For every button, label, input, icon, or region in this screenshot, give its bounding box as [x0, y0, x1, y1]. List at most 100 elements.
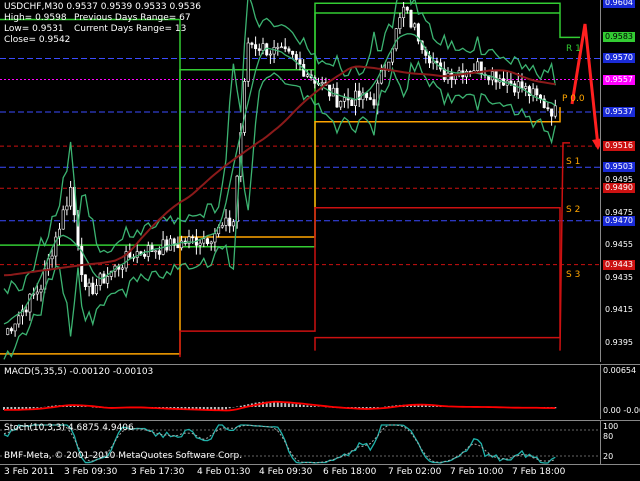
- candle-body: [280, 47, 282, 48]
- time-axis: 3 Feb 2011 3 Feb 09:30 3 Feb 17:30 4 Feb 01…: [0, 464, 640, 481]
- candle-body: [321, 82, 323, 83]
- candle-body: [536, 89, 538, 95]
- candle-body: [273, 47, 275, 54]
- time-tick-2: 3 Feb 17:30: [131, 467, 184, 478]
- macd-bar: [33, 407, 35, 408]
- forecast-arrowhead: [592, 138, 600, 150]
- macd-bar: [281, 403, 283, 407]
- candle-body: [299, 60, 301, 65]
- candle-body: [288, 49, 290, 51]
- price-tick-8: 0.9490: [603, 183, 635, 193]
- candle-body: [262, 44, 264, 51]
- candle-body: [343, 98, 345, 102]
- level-s3-label: S 3: [566, 270, 580, 280]
- macd-bar: [306, 405, 308, 407]
- candle-body: [476, 62, 478, 71]
- stoch-axis: 100 80 20: [600, 420, 640, 465]
- macd-bar: [277, 402, 279, 407]
- candle-body: [525, 86, 527, 88]
- candle-body: [229, 218, 231, 226]
- candle-body: [155, 251, 157, 252]
- candle-body: [62, 210, 64, 229]
- price-tick-3: 0.9557: [603, 75, 635, 85]
- candle-body: [166, 240, 168, 250]
- candle-body: [247, 43, 249, 81]
- candle-body: [254, 45, 256, 49]
- candle-body: [143, 254, 145, 256]
- macd-bar: [377, 407, 379, 408]
- price-tick-2: 0.9570: [603, 53, 635, 63]
- candle-body: [106, 276, 108, 283]
- candle-body: [66, 206, 68, 210]
- price-tick-0: 0.9604: [603, 0, 635, 8]
- candle-body: [399, 18, 401, 29]
- candle-body: [258, 49, 260, 51]
- moving-average-line: [4, 66, 555, 275]
- price-tick-15: 0.9395: [603, 338, 635, 348]
- macd-bar: [240, 406, 242, 407]
- candle-body: [277, 47, 279, 48]
- candle-body: [243, 81, 245, 132]
- candle-body: [92, 283, 94, 294]
- macd-signal-line: [4, 402, 555, 411]
- level-s1-label: S 1: [566, 157, 580, 167]
- candle-body: [554, 106, 556, 116]
- close-info: Close= 0.9542: [4, 35, 70, 46]
- macd-bar: [288, 403, 290, 407]
- price-tick-1: 0.9583: [603, 32, 635, 42]
- candle-body: [354, 91, 356, 106]
- candle-body: [532, 89, 534, 96]
- time-tick-6: 7 Feb 02:00: [388, 467, 441, 478]
- candle-body: [95, 285, 97, 293]
- candle-body: [414, 24, 416, 27]
- macd-pane[interactable]: MACD(5,35,5) -0.00120 -0.00103: [0, 364, 600, 419]
- candle-body: [406, 7, 408, 10]
- candle-body: [99, 274, 101, 285]
- time-tick-0: 3 Feb 2011: [4, 467, 54, 478]
- cur-range-info: Current Days Range= 13: [74, 24, 186, 35]
- candle-body: [121, 268, 123, 269]
- candle-body: [203, 239, 205, 243]
- macd-bar: [225, 407, 227, 409]
- stoch-axis-low: 20: [603, 451, 613, 462]
- candle-body: [388, 62, 390, 69]
- prev-range-info: Previous Days Range= 67: [74, 13, 191, 24]
- price-tick-14: 0.9415: [603, 305, 635, 315]
- candle-body: [158, 251, 160, 255]
- price-chart[interactable]: USDCHF,M30 0.9537 0.9539 0.9533 0.9536 H…: [0, 0, 600, 362]
- price-tick-4: 0.9537: [603, 107, 635, 117]
- support-step-line: [180, 208, 560, 357]
- candle-body: [491, 72, 493, 80]
- level-pivot-label: P 0.0: [562, 94, 585, 104]
- candle-body: [88, 283, 90, 287]
- level-s2-label: S 2: [566, 205, 580, 215]
- macd-bar: [284, 403, 286, 407]
- copyright-label: BMF-Meta, © 2001-2010 MetaQuotes Softwar…: [4, 451, 242, 462]
- time-tick-1: 3 Feb 09:30: [64, 467, 117, 478]
- stoch-pane[interactable]: Stoch(10,3,3) 4.6875 4.9406 BMF-Meta, © …: [0, 420, 600, 465]
- candle-body: [210, 242, 212, 244]
- price-chart-canvas[interactable]: [0, 0, 600, 362]
- candle-body: [365, 93, 367, 98]
- candle-body: [332, 88, 334, 96]
- candle-body: [495, 72, 497, 82]
- time-tick-8: 7 Feb 18:00: [512, 467, 565, 478]
- candle-body: [373, 100, 375, 106]
- macd-bar: [295, 404, 297, 407]
- macd-bar: [273, 402, 275, 407]
- time-tick-7: 7 Feb 10:00: [450, 467, 503, 478]
- time-tick-3: 4 Feb 01:30: [197, 467, 250, 478]
- candle-body: [269, 54, 271, 55]
- stoch-axis-mid: 80: [603, 431, 613, 442]
- candle-body: [206, 239, 208, 244]
- candle-body: [336, 88, 338, 107]
- macd-bar: [303, 405, 305, 407]
- candle-body: [36, 292, 38, 294]
- candle-body: [10, 329, 12, 331]
- time-tick-5: 6 Feb 18:00: [323, 467, 376, 478]
- symbol-info: USDCHF,M30 0.9537 0.9539 0.9533 0.9536: [4, 2, 201, 13]
- candle-body: [251, 43, 253, 45]
- candle-body: [550, 109, 552, 116]
- candle-body: [7, 329, 9, 335]
